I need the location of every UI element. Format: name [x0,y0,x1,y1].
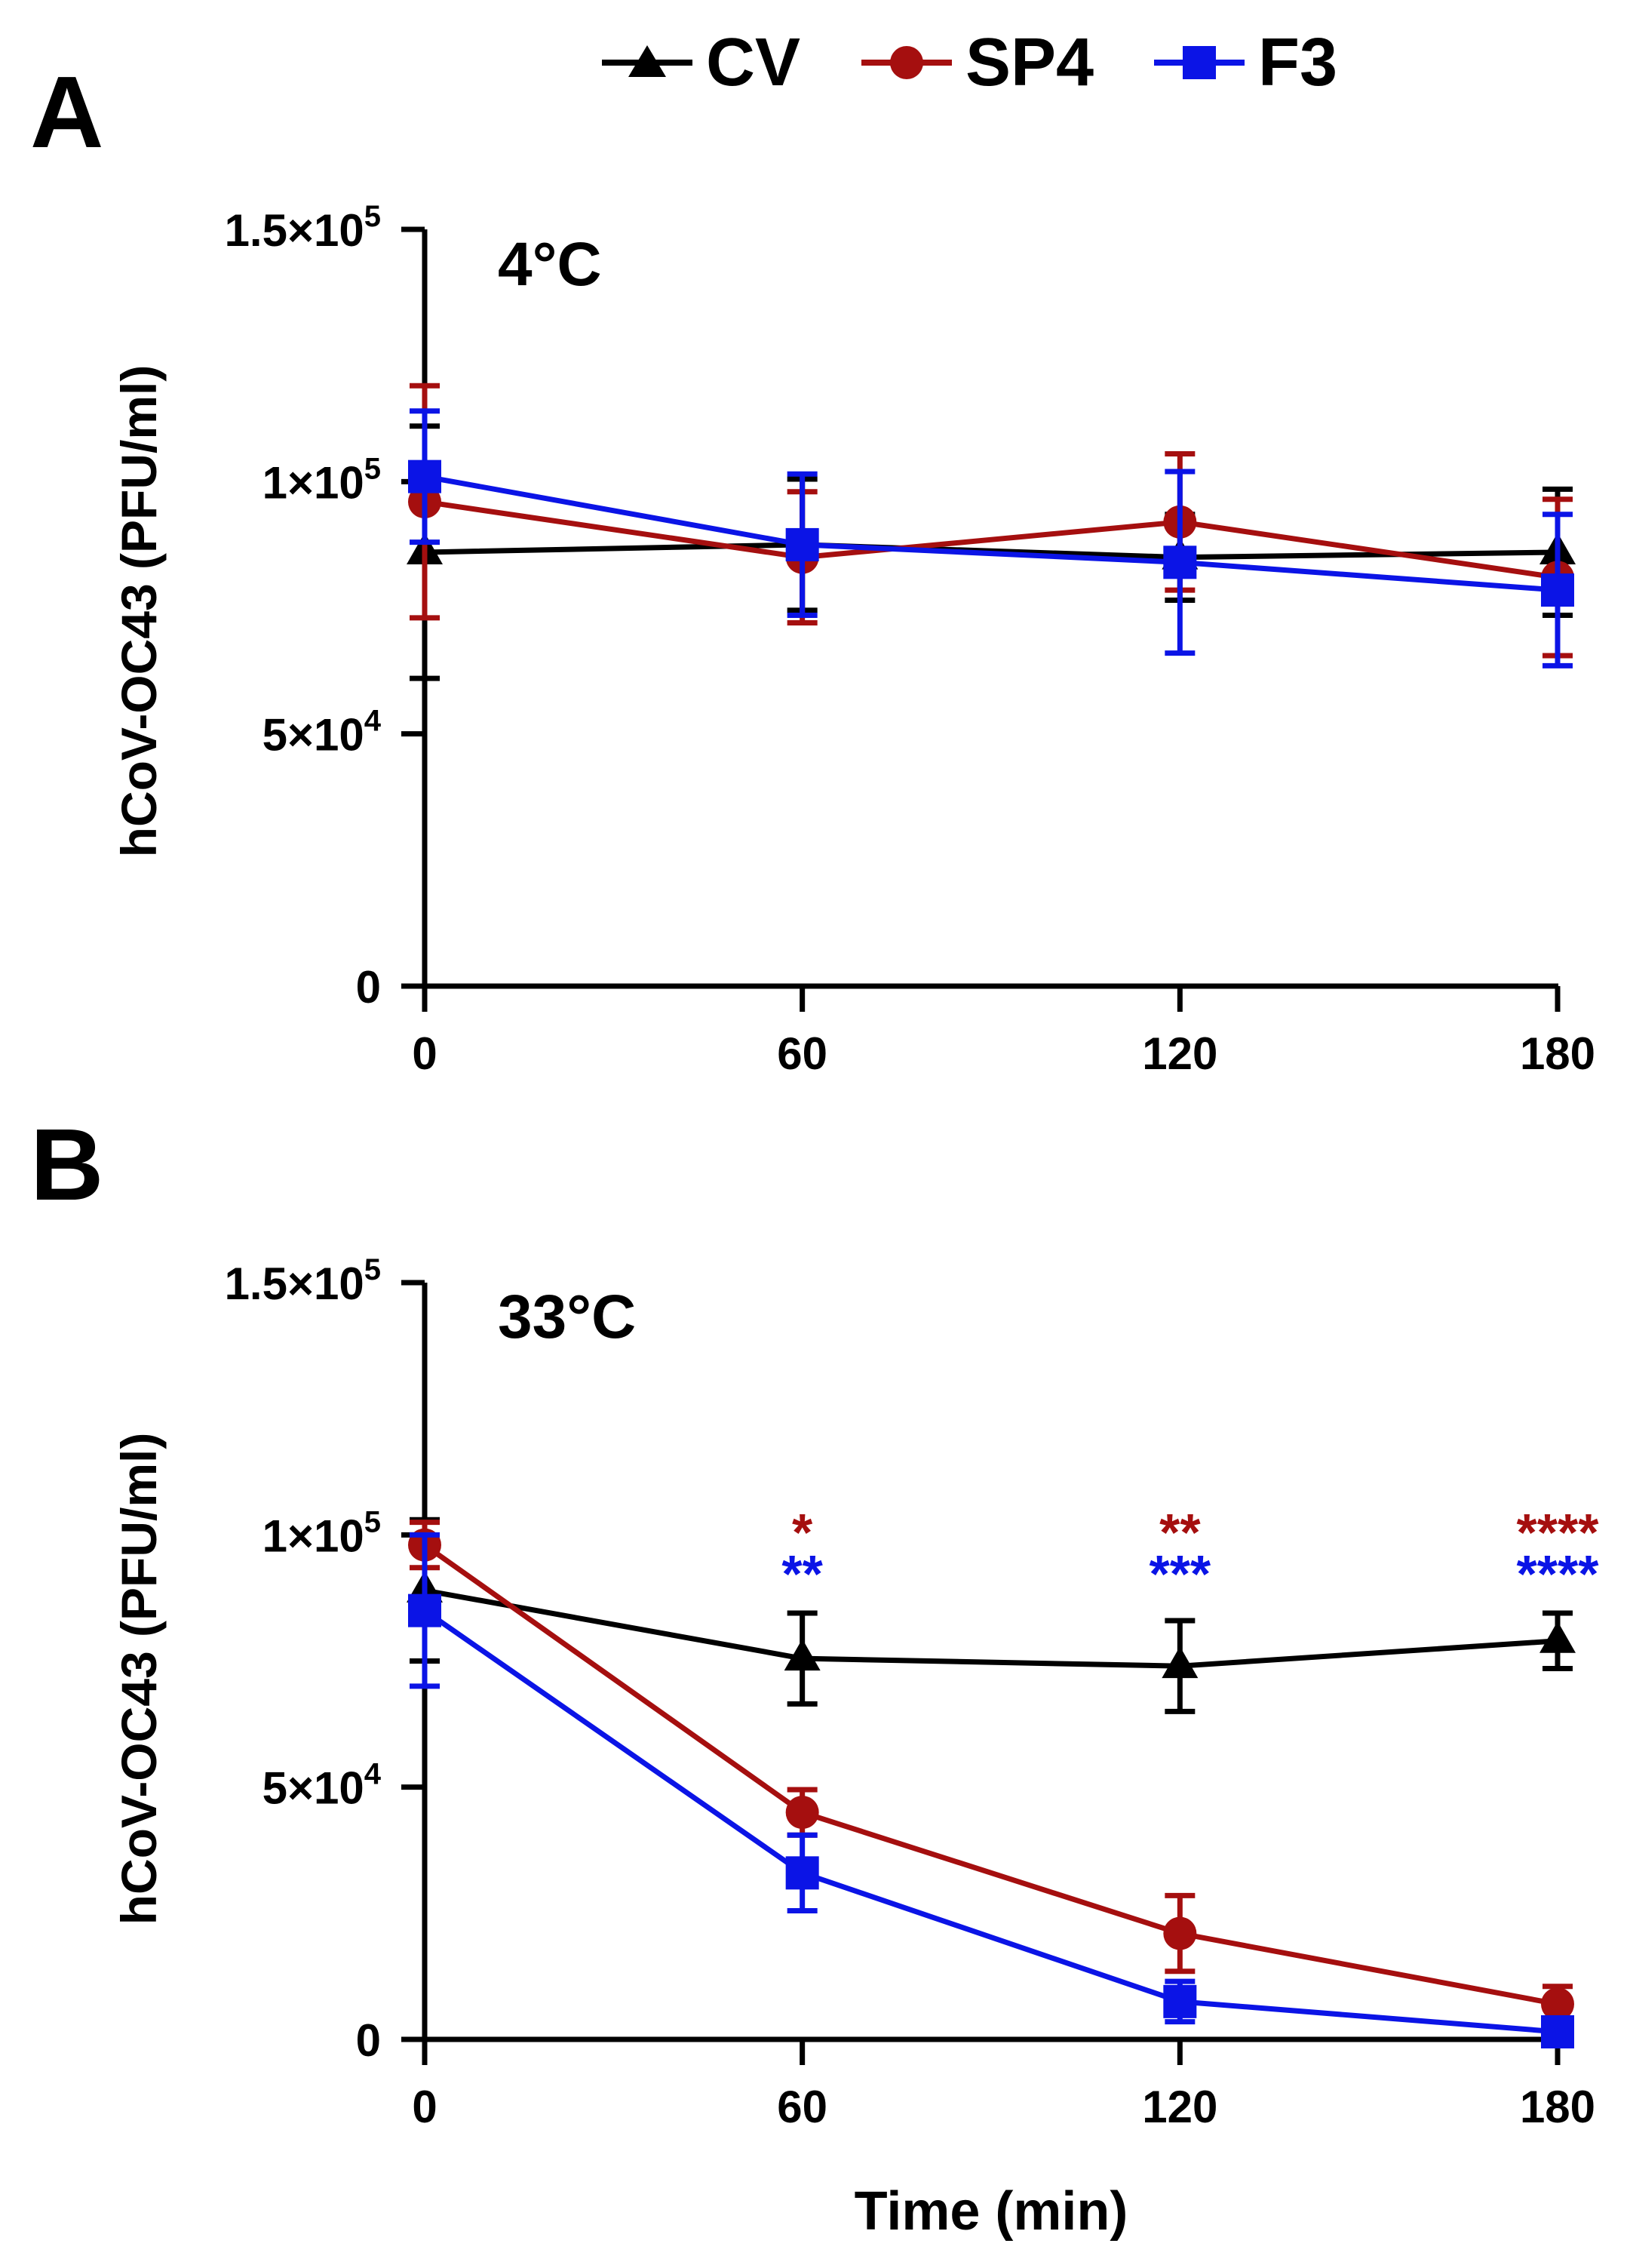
panel-a-temperature-label: 4°C [498,230,602,299]
panel-b-y-tick-label: 1×105 [262,1505,381,1561]
panel-b-y-axis-title: hCoV-OC43 (PFU/ml) [111,1433,167,1925]
series-line-sp4 [424,499,1558,580]
panel-a-x-tick-label: 180 [1520,1028,1595,1079]
data-point-f3 [1163,1984,1197,2018]
series-line-f3 [423,1608,1558,2035]
panel-a-x-tick-label: 120 [1142,1028,1217,1079]
significance-sp4: ** [1159,1503,1201,1562]
panel-a-y-axis-title: hCoV-OC43 (PFU/ml) [111,365,167,858]
panel-a-y-tick-label: 0 [356,962,381,1013]
legend-label-cv: CV [706,25,800,100]
data-point-f3 [408,1593,441,1627]
panel-a-series-f3 [408,408,1574,668]
data-point-cv [1162,1646,1199,1679]
legend-label-f3: F3 [1258,25,1337,100]
legend: CV SP4 F3 [602,25,1337,100]
data-point-f3 [408,459,441,493]
panel-b-x-axis-title: Time (min) [855,2181,1128,2242]
legend-label-sp4: SP4 [965,25,1094,100]
panel-b-temperature-label: 33°C [498,1283,636,1351]
legend-item-cv: CV [602,25,800,100]
panel-a: A 4°C hCoV-OC43 (PFU/ml) 0 5×104 1×105 1.5×… [30,55,1595,1079]
data-point-sp4 [1541,1987,1574,2021]
significance-sp4: * [792,1503,813,1562]
legend-item-f3: F3 [1154,25,1337,100]
data-point-sp4 [1163,1916,1197,1950]
series-line-sp4 [422,1542,1558,2007]
panel-b-series-f3 [408,1532,1574,2048]
legend-item-sp4: SP4 [861,25,1094,100]
panel-b-letter: B [30,1108,104,1222]
significance-f3: *** [1149,1544,1211,1603]
panel-b-y-tick-label: 5×104 [262,1758,382,1814]
panel-a-y-tick-label: 1.5×105 [225,200,381,256]
panel-b-y-tick-label: 1.5×105 [225,1253,381,1309]
data-point-f3 [785,527,819,561]
panel-b-x-tick-label: 120 [1142,2082,1217,2132]
panel-a-x-tick-label: 60 [777,1028,827,1079]
panel-a-y-tick-label: 5×104 [262,705,382,761]
data-point-sp4 [785,1796,819,1830]
series-line-f3 [424,474,1558,593]
panel-b-x-tick-label: 180 [1520,2082,1595,2132]
data-point-f3 [1541,573,1574,607]
panel-a-y-tick-label: 1×105 [262,452,381,508]
legend-marker-f3 [1183,46,1216,79]
series-line-cv [424,1587,1558,1669]
panel-a-letter: A [30,55,104,169]
data-point-cv [1539,1621,1576,1653]
legend-marker-sp4 [890,46,923,79]
legend-marker-cv [628,45,666,77]
panel-b-y-tick-label: 0 [356,2015,381,2066]
panel-b: B 33°C hCoV-OC43 (PFU/ml) Time (min) 0 5×… [30,1108,1599,2242]
significance-sp4: **** [1517,1503,1600,1562]
panel-b-x-tick-label: 60 [777,2082,827,2132]
data-point-f3 [1163,545,1197,579]
panel-a-x-tick-label: 0 [412,1028,437,1079]
data-point-f3 [785,1856,819,1890]
significance-f3: **** [1517,1544,1600,1603]
data-point-cv [784,1639,821,1671]
panel-b-x-tick-label: 0 [412,2082,437,2132]
data-point-f3 [1541,2014,1574,2048]
significance-f3: ** [781,1544,823,1603]
